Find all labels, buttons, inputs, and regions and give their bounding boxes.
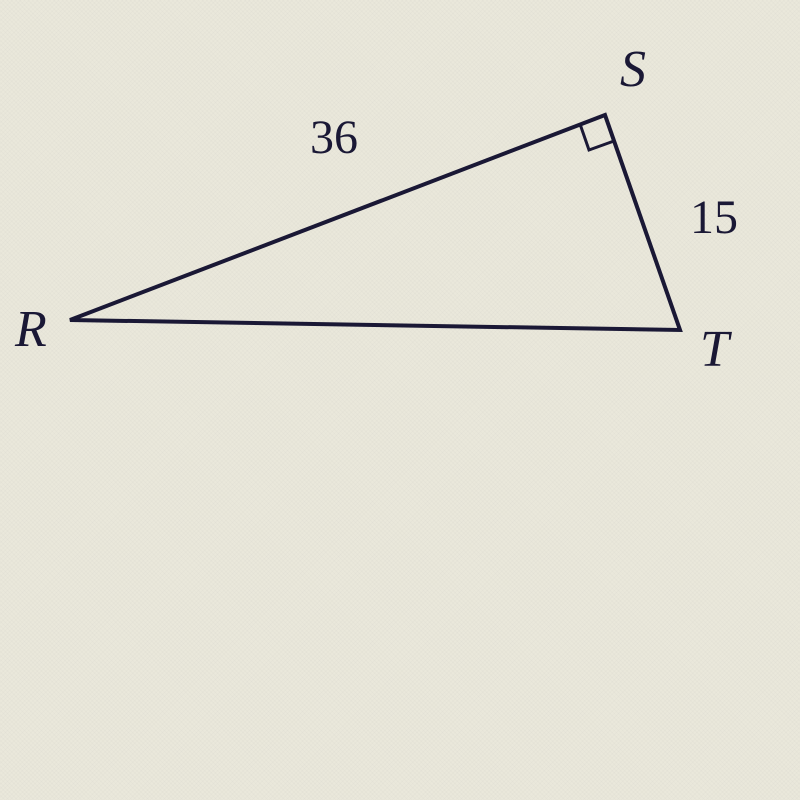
vertex-label-s: S bbox=[620, 40, 646, 99]
vertex-label-r: R bbox=[15, 300, 47, 359]
vertex-label-t: T bbox=[700, 320, 729, 379]
triangle-diagram bbox=[0, 0, 800, 800]
side-label-rs: 36 bbox=[310, 110, 358, 165]
side-label-st: 15 bbox=[690, 190, 738, 245]
